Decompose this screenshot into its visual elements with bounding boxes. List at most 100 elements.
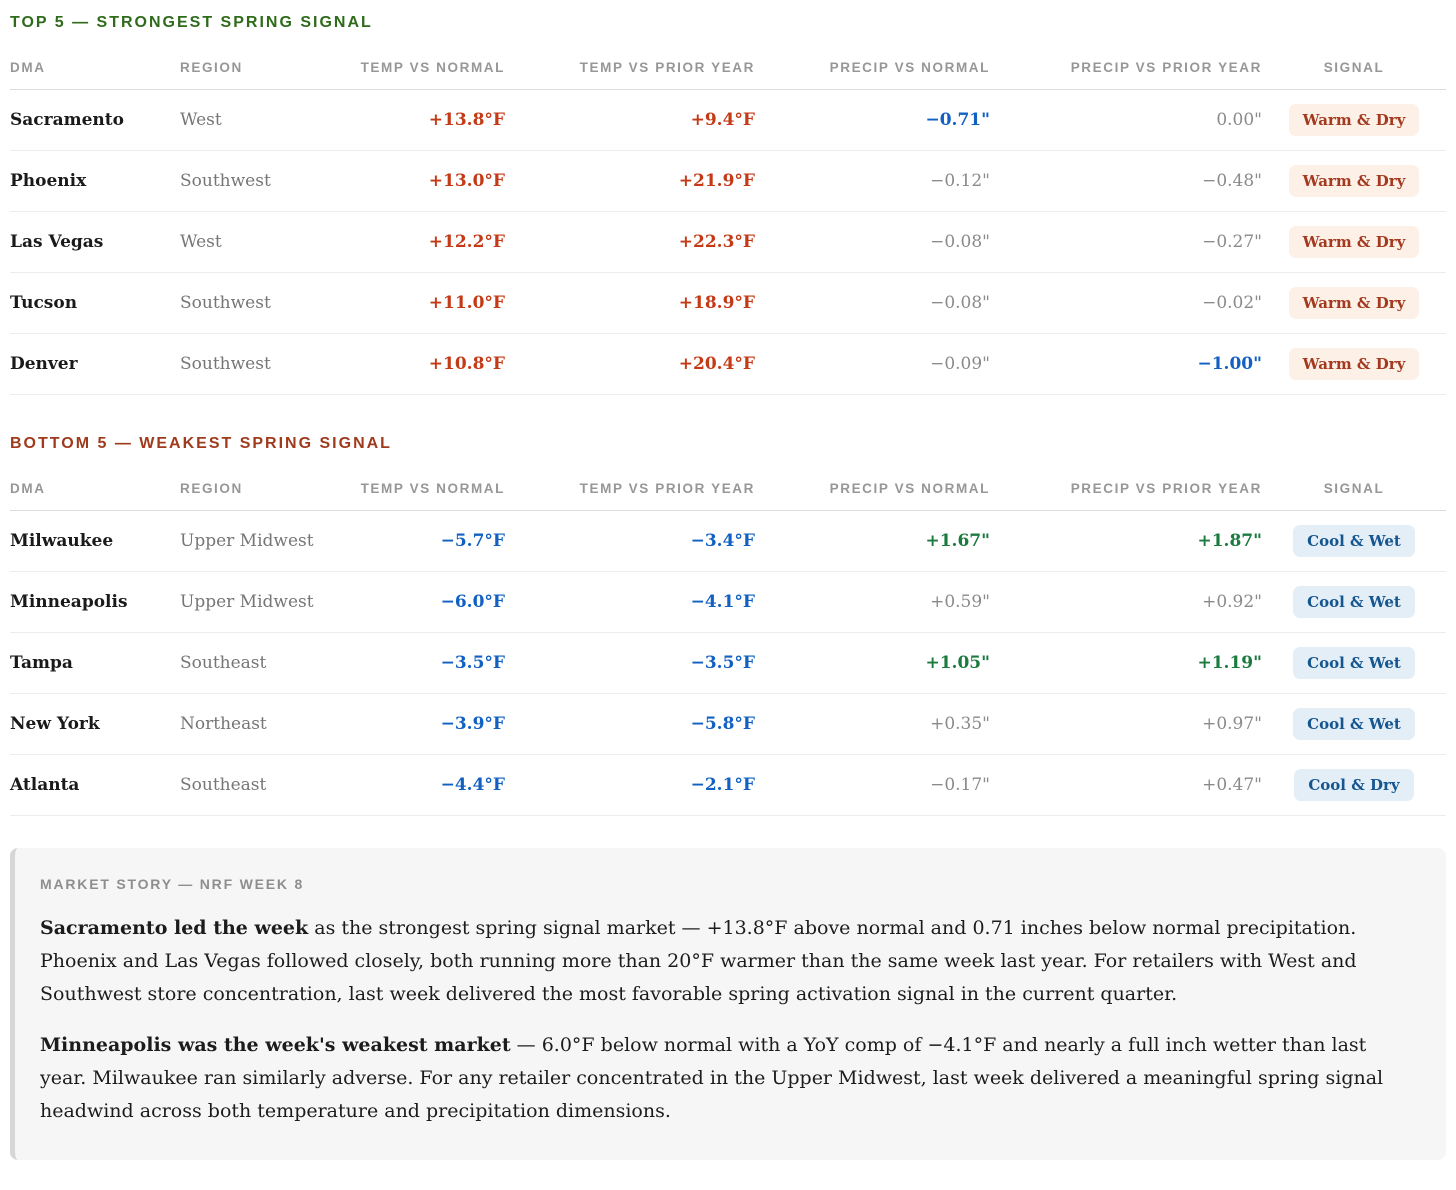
signal-badge: Warm & Dry	[1288, 348, 1420, 380]
temp-vs-prior-year-cell: +9.4°F	[505, 89, 755, 151]
region-cell: West	[180, 211, 330, 273]
dma-cell: Tampa	[10, 632, 180, 694]
temp-vs-prior-year-value: +22.3°F	[678, 232, 755, 252]
column-header-region: REGION	[180, 38, 330, 90]
signal-cell: Cool & Wet	[1262, 510, 1446, 572]
region-cell: Southeast	[180, 754, 330, 816]
precip-vs-normal-value: +1.67"	[925, 531, 990, 551]
temp-vs-normal-value: −4.4°F	[440, 775, 505, 795]
region-cell: Southwest	[180, 150, 330, 212]
market-story-panel: MARKET STORY — NRF WEEK 8 Sacramento led…	[10, 848, 1446, 1161]
temp-vs-prior-year-cell: −2.1°F	[505, 754, 755, 816]
precip-vs-normal-cell: −0.08"	[755, 272, 990, 334]
dma-cell: Denver	[10, 333, 180, 395]
temp-vs-prior-year-value: −4.1°F	[690, 592, 755, 612]
temp-vs-prior-year-cell: −5.8°F	[505, 693, 755, 755]
temp-vs-normal-value: −3.5°F	[440, 653, 505, 673]
dma-cell: Las Vegas	[10, 211, 180, 273]
story-lead: Minneapolis was the week's weakest marke…	[40, 1034, 511, 1057]
precip-vs-prior-year-cell: −1.00"	[990, 333, 1262, 395]
column-header-dma: DMA	[10, 459, 180, 511]
precip-vs-prior-year-cell: +1.87"	[990, 510, 1262, 572]
temp-vs-normal-cell: +11.0°F	[330, 272, 505, 334]
precip-vs-prior-year-value: −0.27"	[1202, 232, 1262, 252]
temp-vs-normal-cell: +10.8°F	[330, 333, 505, 395]
precip-vs-prior-year-value: 0.00"	[1216, 110, 1262, 130]
top5-table: DMA REGION TEMP VS NORMAL TEMP VS PRIOR …	[10, 38, 1446, 395]
precip-vs-normal-value: +0.35"	[930, 714, 990, 734]
precip-vs-prior-year-cell: 0.00"	[990, 89, 1262, 151]
temp-vs-prior-year-value: −5.8°F	[690, 714, 755, 734]
table-row: New York Northeast −3.9°F −5.8°F +0.35" …	[10, 693, 1446, 755]
precip-vs-normal-cell: +0.35"	[755, 693, 990, 755]
bottom5-table: DMA REGION TEMP VS NORMAL TEMP VS PRIOR …	[10, 459, 1446, 816]
temp-vs-prior-year-cell: −3.5°F	[505, 632, 755, 694]
temp-vs-normal-value: +13.8°F	[428, 110, 505, 130]
temp-vs-normal-cell: −3.5°F	[330, 632, 505, 694]
temp-vs-normal-cell: −3.9°F	[330, 693, 505, 755]
column-header-temp-vs-prior-year: TEMP VS PRIOR YEAR	[505, 38, 755, 90]
signal-badge: Cool & Wet	[1293, 525, 1415, 557]
precip-vs-normal-value: −0.09"	[930, 354, 990, 374]
temp-vs-normal-cell: +13.0°F	[330, 150, 505, 212]
table-row: Phoenix Southwest +13.0°F +21.9°F −0.12"…	[10, 150, 1446, 212]
precip-vs-prior-year-cell: −0.48"	[990, 150, 1262, 212]
precip-vs-normal-value: +1.05"	[925, 653, 990, 673]
story-body: as the strongest spring signal market — …	[40, 917, 1357, 1006]
temp-vs-normal-cell: −5.7°F	[330, 510, 505, 572]
precip-vs-prior-year-cell: −0.27"	[990, 211, 1262, 273]
bottom5-section-title: BOTTOM 5 — WEAKEST SPRING SIGNAL	[10, 435, 392, 452]
precip-vs-prior-year-value: +0.47"	[1202, 775, 1262, 795]
temp-vs-prior-year-value: −2.1°F	[690, 775, 755, 795]
signal-cell: Warm & Dry	[1262, 272, 1446, 334]
temp-vs-normal-value: +11.0°F	[428, 293, 505, 313]
column-header-precip-vs-prior-year: PRECIP VS PRIOR YEAR	[990, 459, 1262, 511]
signal-badge: Warm & Dry	[1288, 104, 1420, 136]
precip-vs-normal-value: −0.12"	[930, 171, 990, 191]
column-header-precip-vs-prior-year: PRECIP VS PRIOR YEAR	[990, 38, 1262, 90]
signal-badge: Warm & Dry	[1288, 226, 1420, 258]
precip-vs-normal-value: −0.71"	[925, 110, 990, 130]
precip-vs-normal-cell: −0.08"	[755, 211, 990, 273]
story-lead: Sacramento led the week	[40, 917, 309, 939]
signal-cell: Warm & Dry	[1262, 150, 1446, 212]
signal-badge: Warm & Dry	[1288, 287, 1420, 319]
temp-vs-prior-year-value: +21.9°F	[678, 171, 755, 191]
dma-cell: Atlanta	[10, 754, 180, 816]
column-header-signal: SIGNAL	[1262, 459, 1446, 511]
story-body: — 6.0°F below normal with a YoY comp of …	[40, 1034, 1384, 1123]
precip-vs-prior-year-value: −1.00"	[1197, 354, 1262, 374]
precip-vs-normal-cell: +0.59"	[755, 571, 990, 633]
table-row: Tampa Southeast −3.5°F −3.5°F +1.05" +1.…	[10, 632, 1446, 694]
temp-vs-normal-value: +13.0°F	[428, 171, 505, 191]
dma-cell: Minneapolis	[10, 571, 180, 633]
precip-vs-normal-cell: −0.17"	[755, 754, 990, 816]
signal-badge: Cool & Wet	[1293, 708, 1415, 740]
table-row: Las Vegas West +12.2°F +22.3°F −0.08" −0…	[10, 211, 1446, 273]
region-cell: Southwest	[180, 272, 330, 334]
temp-vs-prior-year-cell: +22.3°F	[505, 211, 755, 273]
region-cell: Southeast	[180, 632, 330, 694]
column-header-temp-vs-prior-year: TEMP VS PRIOR YEAR	[505, 459, 755, 511]
column-header-region: REGION	[180, 459, 330, 511]
precip-vs-prior-year-value: +0.97"	[1202, 714, 1262, 734]
signal-badge: Cool & Wet	[1293, 647, 1415, 679]
precip-vs-prior-year-value: −0.02"	[1202, 293, 1262, 313]
temp-vs-prior-year-value: −3.4°F	[690, 531, 755, 551]
table-row: Minneapolis Upper Midwest −6.0°F −4.1°F …	[10, 571, 1446, 633]
precip-vs-prior-year-value: −0.48"	[1202, 171, 1262, 191]
precip-vs-prior-year-value: +0.92"	[1202, 592, 1262, 612]
precip-vs-normal-cell: −0.12"	[755, 150, 990, 212]
signal-cell: Warm & Dry	[1262, 211, 1446, 273]
signal-cell: Cool & Wet	[1262, 693, 1446, 755]
temp-vs-prior-year-value: +9.4°F	[690, 110, 755, 130]
dma-cell: Tucson	[10, 272, 180, 334]
signal-badge: Cool & Dry	[1294, 769, 1414, 801]
column-header-precip-vs-normal: PRECIP VS NORMAL	[755, 38, 990, 90]
region-cell: West	[180, 89, 330, 151]
signal-cell: Cool & Wet	[1262, 632, 1446, 694]
region-cell: Northeast	[180, 693, 330, 755]
bottom5-header-row: DMA REGION TEMP VS NORMAL TEMP VS PRIOR …	[10, 459, 1446, 511]
table-row: Milwaukee Upper Midwest −5.7°F −3.4°F +1…	[10, 510, 1446, 572]
table-row: Denver Southwest +10.8°F +20.4°F −0.09" …	[10, 333, 1446, 395]
